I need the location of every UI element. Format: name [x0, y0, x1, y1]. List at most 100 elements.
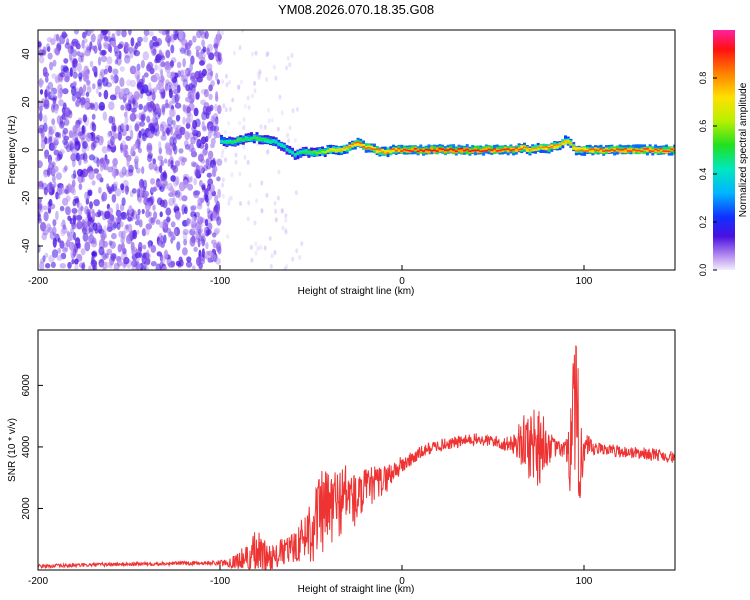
noise-blob: [216, 79, 220, 85]
noise-blob: [201, 184, 206, 190]
ridge-segment: [334, 149, 338, 153]
ridge-segment: [544, 146, 548, 151]
noise-blob: [200, 136, 207, 145]
ridge-segment: [274, 139, 278, 144]
ridge-segment: [233, 139, 237, 143]
noise-blob: [211, 210, 217, 219]
noise-blob: [48, 162, 54, 170]
noise-blob: [242, 144, 246, 149]
ridge-segment: [318, 150, 322, 154]
noise-blob: [98, 186, 102, 194]
noise-blob: [217, 53, 222, 62]
ridge-segment: [424, 148, 428, 151]
noise-blob: [181, 157, 188, 163]
noise-blob: [152, 41, 160, 47]
noise-blob: [224, 107, 228, 113]
ridge-segment: [465, 148, 469, 155]
noise-blob: [221, 79, 225, 85]
noise-blob: [286, 55, 290, 61]
noise-blob: [55, 131, 60, 138]
noise-blob: [243, 103, 247, 109]
noise-blob: [258, 68, 262, 74]
ridge-segment: [512, 148, 516, 151]
ridge-segment: [307, 150, 311, 155]
noise-blob: [120, 211, 127, 220]
noise-blob: [80, 205, 84, 212]
noise-blob: [267, 107, 270, 113]
noise-blob: [215, 131, 221, 139]
ridge-segment: [506, 148, 510, 153]
noise-blob: [190, 72, 196, 80]
noise-blob: [203, 89, 209, 98]
ridge-segment: [381, 151, 385, 153]
noise-blob: [88, 226, 94, 233]
noise-blob: [38, 211, 41, 218]
noise-blob: [163, 252, 168, 260]
noise-blob: [224, 129, 227, 135]
noise-blob: [141, 132, 147, 142]
noise-blob: [207, 150, 214, 160]
ridge-segment: [665, 150, 668, 152]
noise-blob: [148, 211, 152, 217]
noise-blob: [188, 143, 195, 153]
noise-blob: [185, 116, 192, 125]
noise-blob: [100, 55, 108, 63]
noise-blob: [133, 49, 140, 57]
noise-blob: [155, 263, 162, 270]
noise-blob: [146, 201, 152, 208]
ridge-segment: [561, 141, 565, 143]
noise-blob: [106, 36, 112, 42]
noise-blob: [42, 46, 47, 56]
noise-blob: [239, 201, 242, 206]
ridge-segment: [386, 150, 390, 154]
ridge-segment: [536, 146, 540, 149]
noise-blob: [208, 84, 213, 92]
noise-blob: [50, 38, 56, 46]
noise-blob: [160, 159, 165, 167]
noise-blob: [152, 107, 157, 117]
noise-blob: [234, 159, 238, 165]
noise-blob: [43, 114, 48, 124]
ridge-segment: [577, 147, 581, 151]
noise-blob: [43, 187, 48, 196]
ridge-segment: [517, 148, 521, 151]
ridge-segment: [299, 152, 303, 154]
noise-blob: [71, 38, 79, 44]
ridge-segment: [457, 148, 461, 150]
noise-blob: [77, 117, 83, 125]
noise-blob: [154, 181, 161, 191]
noise-blob: [215, 210, 220, 216]
noise-blob: [43, 122, 48, 133]
ridge-segment: [618, 149, 622, 151]
noise-blob: [46, 182, 53, 193]
noise-blob: [120, 183, 125, 191]
noise-blob: [123, 124, 127, 134]
noise-blob: [190, 55, 195, 65]
noise-blob: [135, 213, 140, 222]
noise-blob: [217, 245, 222, 255]
noise-blob: [87, 211, 91, 218]
noise-blob: [246, 95, 250, 101]
noise-blob: [130, 130, 134, 140]
noise-blob: [117, 125, 122, 134]
noise-blob: [53, 47, 60, 54]
noise-blob: [50, 124, 57, 134]
noise-blob: [120, 88, 124, 97]
noise-blob: [118, 171, 125, 178]
ridge-segment: [432, 149, 436, 154]
snr-x-label: Height of straight line (km): [298, 584, 415, 595]
ridge-segment: [577, 149, 581, 152]
noise-blob: [212, 117, 219, 128]
noise-blob: [48, 159, 53, 168]
noise-blob: [260, 208, 264, 214]
noise-blob: [73, 30, 79, 35]
ridge-segment: [591, 148, 595, 150]
ridge-segment: [476, 149, 480, 154]
noise-blob: [114, 188, 122, 197]
colorbar-tick-label: 0.0: [698, 264, 708, 277]
noise-blob: [55, 156, 60, 162]
noise-blob: [71, 207, 78, 214]
noise-blob: [183, 238, 188, 246]
noise-blob: [161, 30, 167, 36]
noise-blob: [189, 62, 193, 72]
